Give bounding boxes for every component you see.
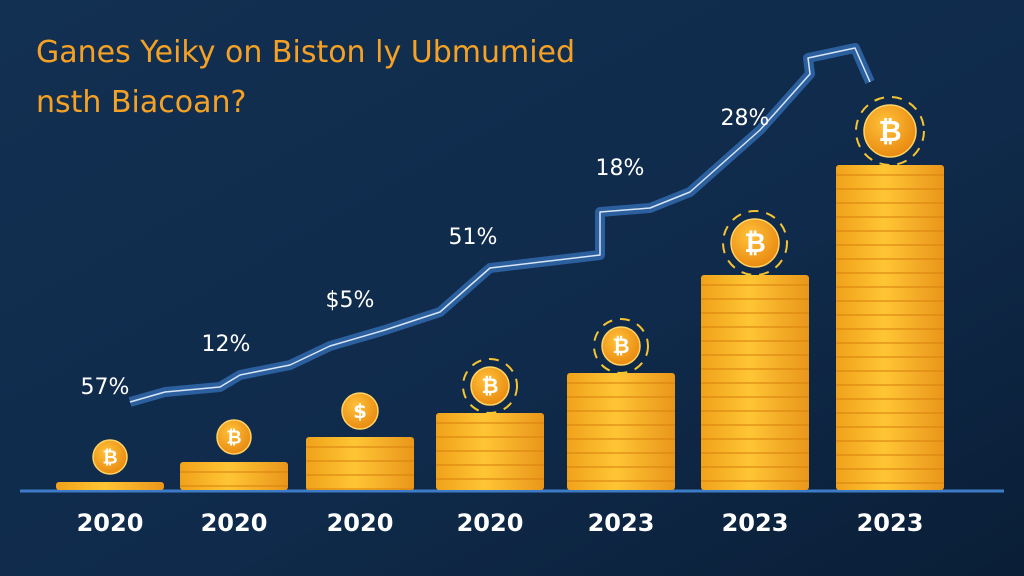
coin-glow <box>593 318 649 374</box>
title-line: nsth Biacoan? <box>36 85 246 120</box>
coin-glow <box>855 96 925 166</box>
coin-symbol: ₿ <box>612 334 629 358</box>
coin-stack <box>567 373 675 490</box>
title-line: Ganes Yeiky on Biston ly Ubmumied <box>36 35 575 70</box>
percent-label: 51% <box>449 225 498 250</box>
year-label: 2023 <box>857 509 924 537</box>
year-label: 2020 <box>327 509 394 537</box>
coin-symbol: ₿ <box>878 114 901 148</box>
percent-label: 18% <box>596 156 645 181</box>
coin <box>863 104 917 158</box>
year-label: 2020 <box>201 509 268 537</box>
coin <box>216 419 252 455</box>
coin-symbol: ₿ <box>481 374 498 398</box>
year-label: 2023 <box>722 509 789 537</box>
coin <box>341 392 379 430</box>
year-label: 2020 <box>77 509 144 537</box>
trend-line-edge <box>129 47 871 403</box>
coin <box>730 218 780 268</box>
coin-symbol: ₿ <box>102 447 117 468</box>
coin-stack <box>56 482 164 490</box>
coin-glow <box>722 210 788 276</box>
percent-label: 57% <box>81 375 130 400</box>
year-label: 2023 <box>588 509 655 537</box>
percent-label: 12% <box>202 332 251 357</box>
year-label: 2020 <box>457 509 524 537</box>
coin-glow <box>462 358 518 414</box>
coin <box>470 366 510 406</box>
coin <box>92 439 128 475</box>
percent-label: $5% <box>326 288 375 313</box>
coin-symbol: ₿ <box>226 427 241 448</box>
percent-label: 28% <box>721 106 770 131</box>
coin-symbol: $ <box>353 400 367 423</box>
coin-stack <box>180 462 288 490</box>
coin <box>601 326 641 366</box>
coin-stack <box>306 437 414 490</box>
coin-symbol: ₿ <box>744 228 766 259</box>
coin-stack <box>836 165 944 490</box>
